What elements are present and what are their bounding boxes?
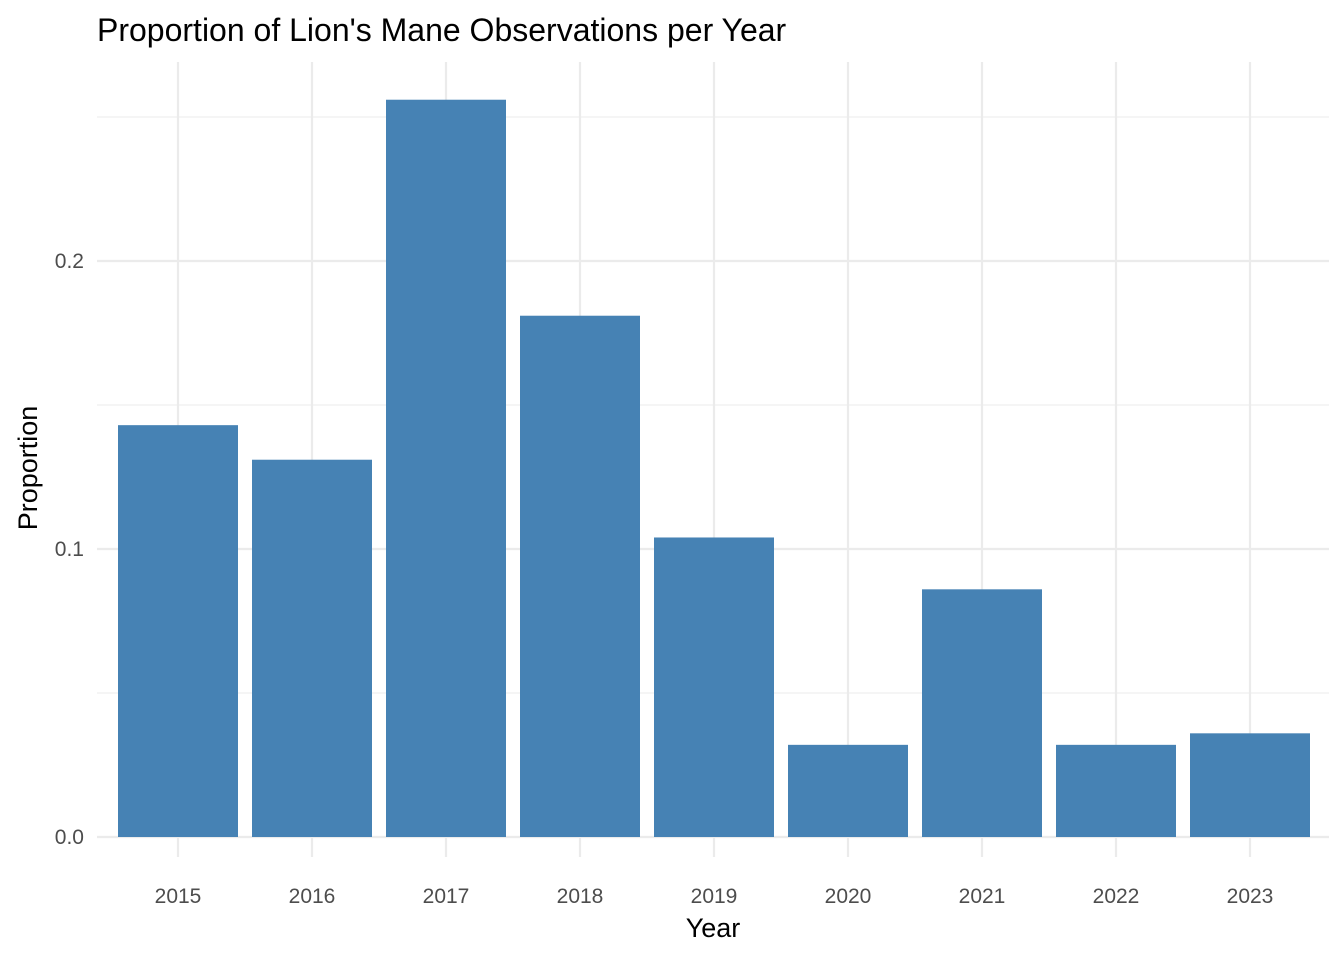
x-tick-label: 2018 xyxy=(557,885,604,908)
x-tick-label: 2016 xyxy=(289,885,336,908)
bar-2017 xyxy=(386,99,506,838)
bar-2021 xyxy=(922,589,1042,837)
bar-2022 xyxy=(1056,744,1176,837)
bar-2019 xyxy=(654,537,774,837)
chart-title: Proportion of Lion's Mane Observations p… xyxy=(97,12,787,48)
x-axis-ticks: 2015 2016 2017 2018 2019 2020 2021 2022 2023 xyxy=(155,885,1274,908)
x-tick-label: 2020 xyxy=(825,885,872,908)
bar-2015 xyxy=(118,425,238,837)
x-tick-label: 2019 xyxy=(691,885,738,908)
bar-2020 xyxy=(788,744,908,837)
y-tick-label: 0.0 xyxy=(55,826,84,849)
bars xyxy=(118,99,1310,838)
y-axis-ticks: 0.0 0.1 0.2 xyxy=(55,250,84,849)
x-tick-label: 2022 xyxy=(1093,885,1140,908)
bar-2016 xyxy=(252,459,372,837)
x-tick-label: 2021 xyxy=(959,885,1006,908)
x-tick-label: 2023 xyxy=(1227,885,1274,908)
bar-2023 xyxy=(1190,733,1310,837)
y-axis-title: Proportion xyxy=(13,406,43,531)
y-tick-label: 0.2 xyxy=(55,250,84,273)
x-tick-label: 2017 xyxy=(423,885,470,908)
y-tick-label: 0.1 xyxy=(55,538,84,561)
x-tick-label: 2015 xyxy=(155,885,202,908)
bar-2018 xyxy=(520,315,640,838)
x-axis-title: Year xyxy=(686,913,741,943)
